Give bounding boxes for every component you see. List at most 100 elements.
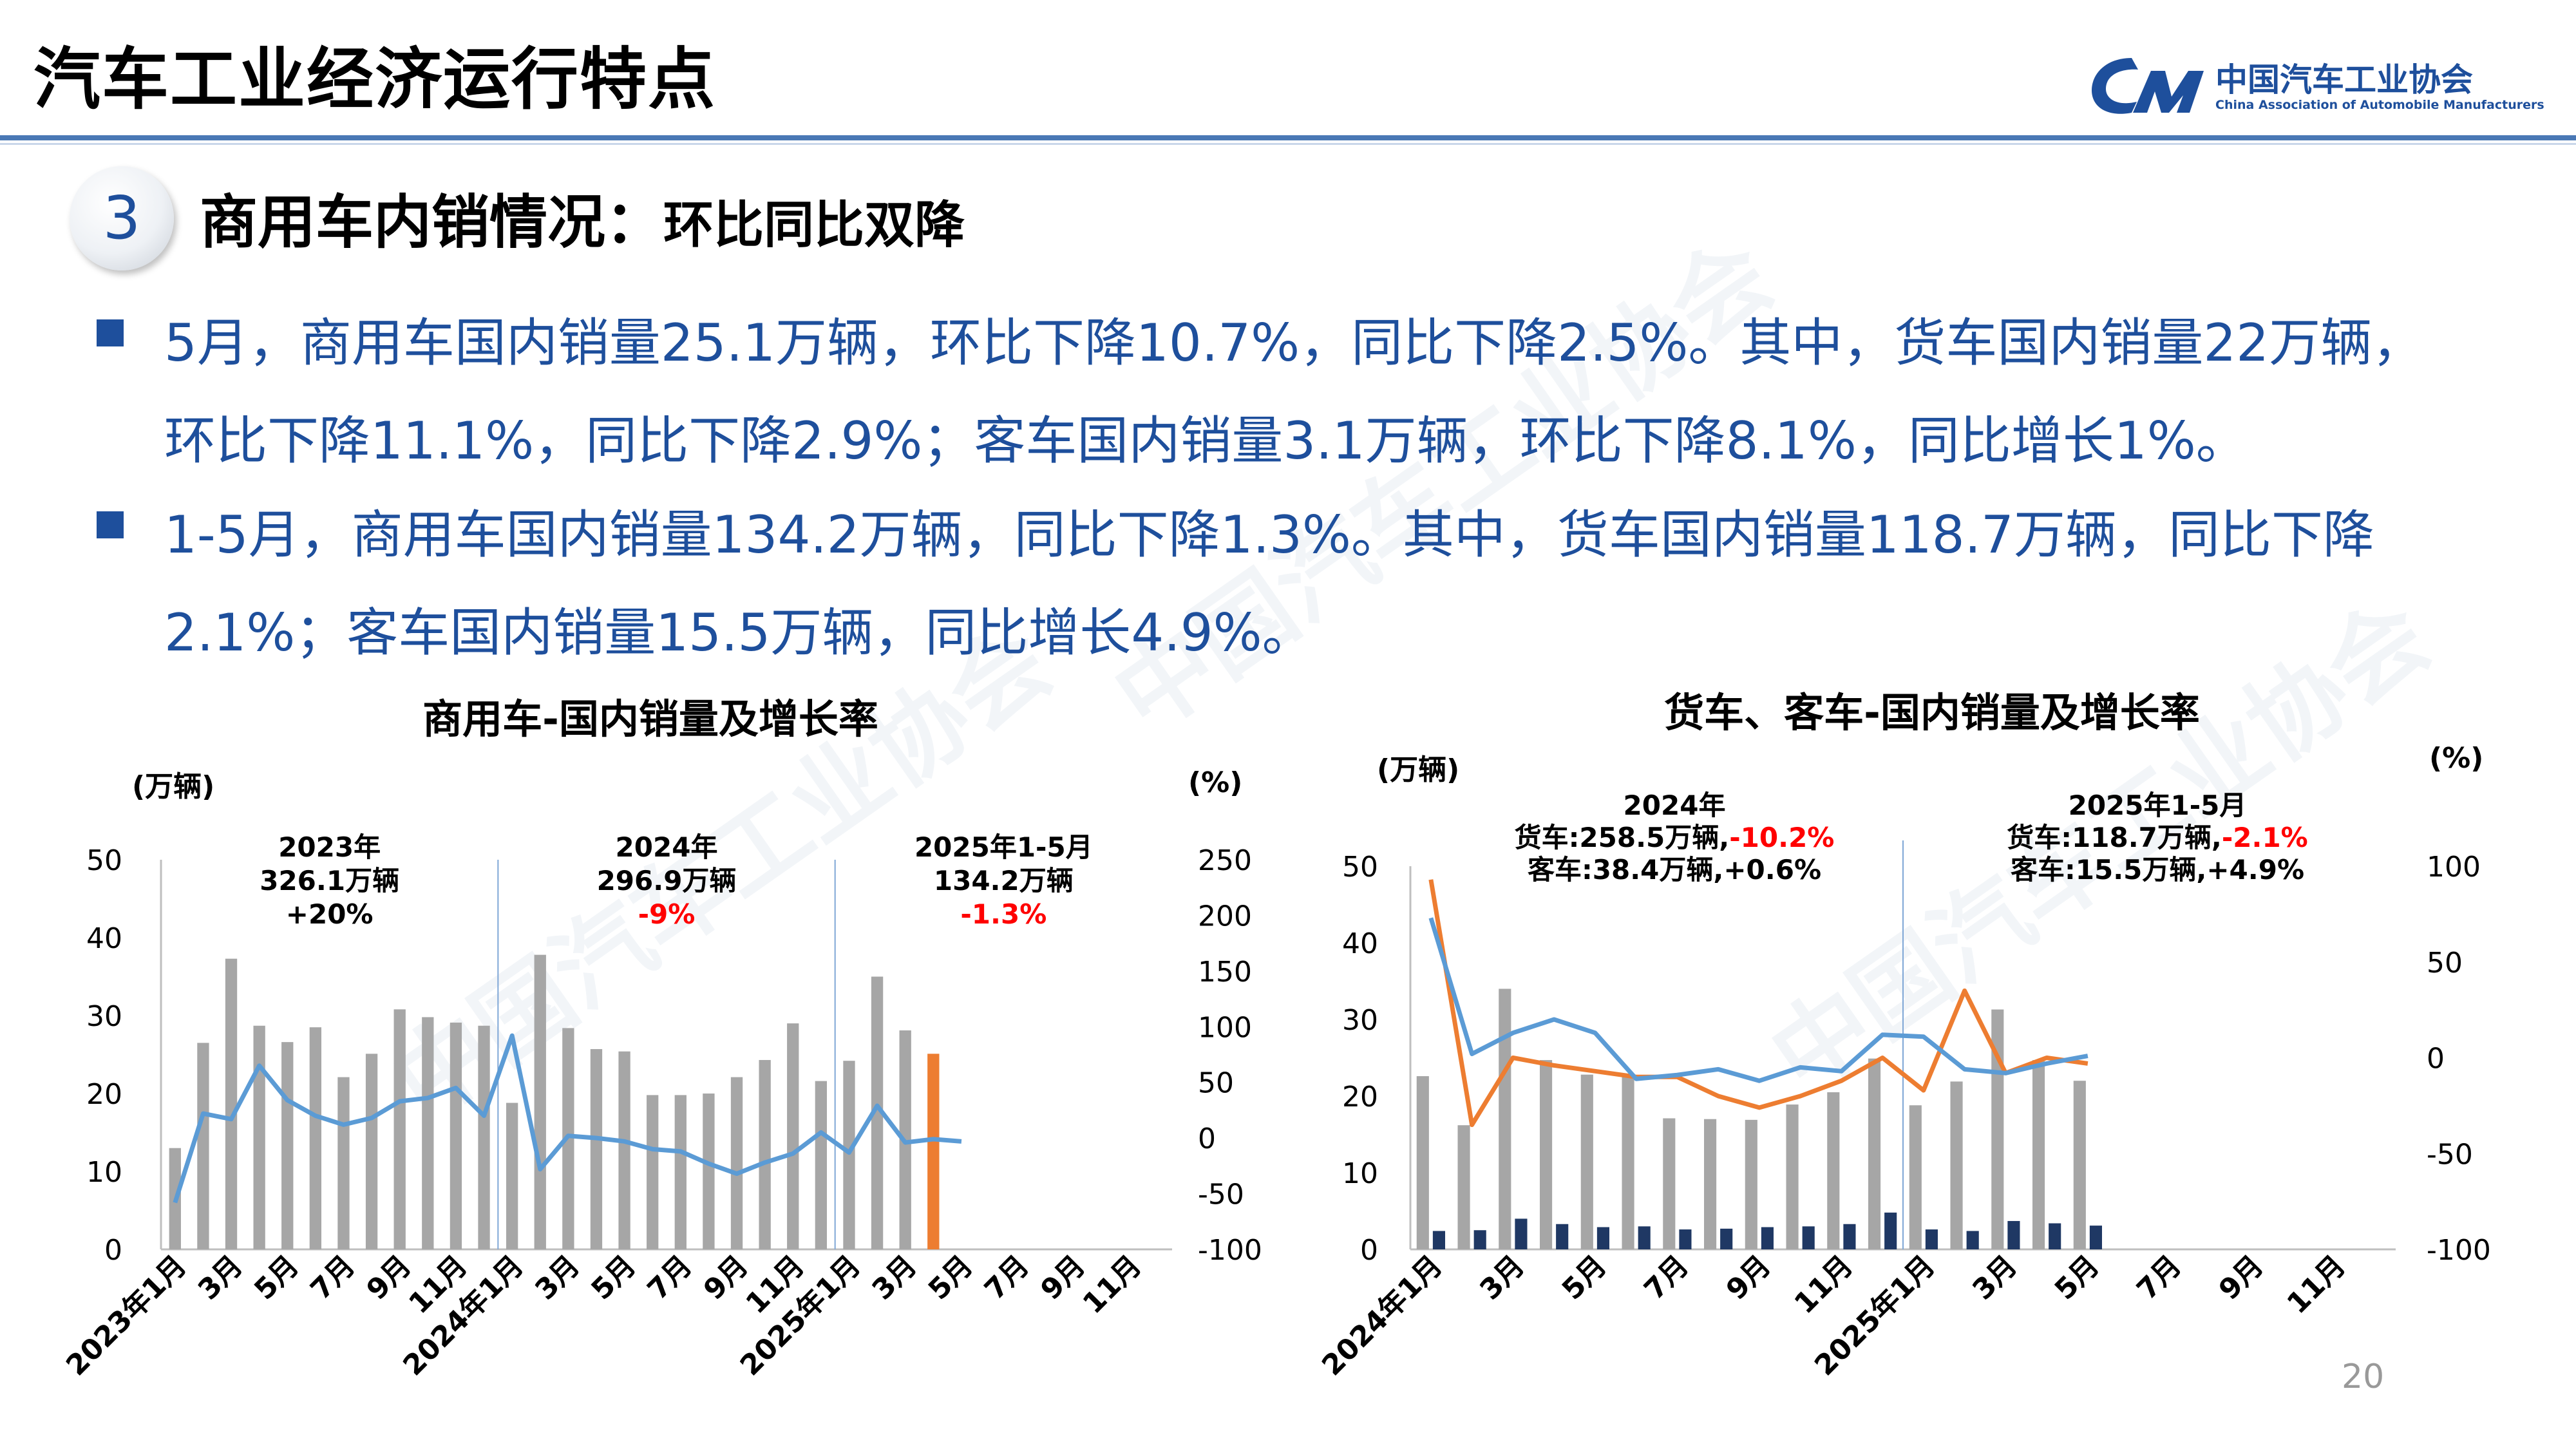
bus-sales-bar — [1966, 1231, 1979, 1249]
y-tick-label: 30 — [86, 1000, 122, 1033]
sales-bar — [618, 1051, 630, 1249]
y2-axis-unit: (%) — [1188, 766, 1242, 799]
bus-sales-bar — [1556, 1224, 1569, 1249]
sales-bar — [393, 1009, 406, 1249]
x-tick-label: 5月 — [2049, 1249, 2106, 1307]
sales-bar — [647, 1095, 659, 1249]
x-tick-label: 9月 — [1720, 1249, 1777, 1307]
bullet-line: 环比下降11.1%，同比下降2.9%；客车国内销量3.1万辆，环比下降8.1%，… — [164, 411, 2248, 471]
y-tick-label: 30 — [1342, 1004, 1378, 1037]
annotation-rate: +4.9% — [2206, 854, 2304, 886]
y-tick-label: 40 — [86, 922, 122, 955]
sales-bar — [365, 1054, 378, 1249]
chart-title: 商用车-国内销量及增长率 — [422, 696, 878, 743]
x-tick-label: 11月 — [1788, 1249, 1859, 1320]
sales-bar — [730, 1077, 743, 1249]
sales-bar — [871, 976, 884, 1249]
period-annotation-detail: 客车:38.4万辆,+0.6% — [1528, 854, 1821, 886]
bus-sales-bar — [1884, 1212, 1897, 1249]
bullet-icon — [97, 319, 124, 346]
bus-sales-bar — [2089, 1226, 2102, 1249]
x-tick-label: 7月 — [1638, 1249, 1695, 1307]
bus-sales-bar — [1638, 1226, 1651, 1249]
sales-bar — [703, 1094, 715, 1249]
bus-sales-bar — [1679, 1229, 1692, 1249]
sales-bar — [759, 1059, 771, 1249]
bus-sales-bar — [1925, 1229, 1938, 1249]
page-title: 汽车工业经济运行特点 — [33, 40, 717, 118]
y-axis-unit: (万辆) — [132, 770, 214, 803]
truck-sales-bar — [1457, 1125, 1470, 1249]
truck-sales-bar — [1991, 1009, 2004, 1249]
period-annotation-detail: 货车:118.7万辆,-2.1% — [2007, 822, 2308, 853]
header-divider — [0, 135, 2576, 140]
y2-tick-label: -50 — [2427, 1138, 2473, 1171]
annotation-rate: -10.2% — [1729, 822, 1834, 853]
y-tick-label: 0 — [104, 1234, 122, 1267]
bus-sales-bar — [2007, 1220, 2020, 1249]
period-annotation: 296.9万辆 — [597, 865, 737, 896]
period-annotation: 2023年 — [278, 831, 381, 863]
sales-bar — [422, 1017, 434, 1249]
bus-sales-bar — [1761, 1227, 1774, 1249]
caam-logo: 中国汽车工业协会 China Association of Automobile… — [2087, 45, 2550, 122]
chart-title: 货车、客车-国内销量及增长率 — [1664, 689, 2200, 736]
logo-name-cn: 中国汽车工业协会 — [2215, 61, 2473, 99]
y-tick-label: 50 — [1342, 851, 1378, 884]
y-tick-label: 20 — [1342, 1081, 1378, 1113]
header-divider-light — [0, 143, 2576, 145]
period-annotation-detail: 客车:15.5万辆,+4.9% — [2011, 854, 2304, 886]
sales-bar — [478, 1025, 490, 1249]
truck-sales-bar — [1580, 1074, 1593, 1249]
bus-growth-line — [1428, 917, 2088, 1083]
truck-sales-bar — [1745, 1119, 1757, 1249]
sales-bar — [450, 1022, 462, 1249]
section-subtitle: 环比同比双降 — [663, 196, 965, 254]
y2-axis-unit: (%) — [2429, 742, 2483, 775]
y2-tick-label: 250 — [1198, 844, 1252, 877]
period-annotation: -1.3% — [960, 898, 1046, 930]
truck-growth-line — [1428, 879, 2088, 1128]
annotation-rate: +0.6% — [1723, 854, 1821, 886]
x-tick-label: 7月 — [2130, 1249, 2188, 1307]
truck-sales-bar — [1827, 1092, 1840, 1249]
y2-tick-label: 0 — [1198, 1122, 1216, 1155]
truck-sales-bar — [1950, 1081, 1963, 1249]
bus-sales-bar — [1843, 1224, 1856, 1249]
x-tick-label: 5月 — [1556, 1249, 1613, 1307]
section-title-main: 商用车内销情况： — [200, 189, 663, 256]
y2-tick-label: 0 — [2427, 1043, 2445, 1075]
truck-sales-bar — [1868, 1058, 1881, 1249]
logo-name-en: China Association of Automobile Manufact… — [2215, 98, 2544, 112]
truck-sales-bar — [2032, 1060, 2045, 1249]
sales-bar — [927, 1054, 940, 1249]
sales-bar — [787, 1023, 799, 1249]
y-tick-label: 10 — [1342, 1157, 1378, 1190]
period-annotation: -9% — [638, 898, 696, 930]
period-annotation: +20% — [286, 898, 374, 930]
truck-sales-bar — [1909, 1105, 1922, 1249]
caam-logo-mark-icon — [2092, 58, 2204, 114]
y2-tick-label: 100 — [2427, 851, 2481, 884]
y2-tick-label: -50 — [1198, 1179, 1244, 1211]
x-tick-label: 3月 — [1473, 1249, 1531, 1307]
period-annotation: 2025年1-5月 — [2069, 790, 2247, 821]
truck-sales-bar — [2073, 1081, 2086, 1249]
bullet-line: 5月，商用车国内销量25.1万辆，环比下降10.7%，同比下降2.5%。其中，货… — [164, 313, 2424, 373]
sales-bar — [590, 1049, 603, 1249]
bus-sales-bar — [1473, 1230, 1486, 1249]
section-number-badge: 3 — [70, 166, 174, 270]
page-number: 20 — [2342, 1358, 2385, 1396]
annotation-label: 客车:15.5万辆, — [2011, 854, 2206, 886]
truck-sales-bar — [1786, 1104, 1799, 1249]
bullet-line: 2.1%；客车国内销量15.5万辆，同比增长4.9%。 — [164, 603, 1314, 663]
sales-bar — [534, 954, 546, 1249]
y-tick-label: 40 — [1342, 927, 1378, 960]
commercial-vehicle-chart: 0 10 20 30 40 50 -100 -50 0 50 100 150 200 250 (万辆) (%)… — [60, 766, 1262, 1382]
period-annotation: 134.2万辆 — [934, 865, 1074, 896]
period-annotation-detail: 货车:258.5万辆,-10.2% — [1515, 822, 1835, 853]
bus-sales-bar — [1432, 1231, 1445, 1249]
y2-tick-label: 100 — [1198, 1011, 1252, 1044]
annotation-label: 货车:258.5万辆, — [1515, 822, 1730, 853]
